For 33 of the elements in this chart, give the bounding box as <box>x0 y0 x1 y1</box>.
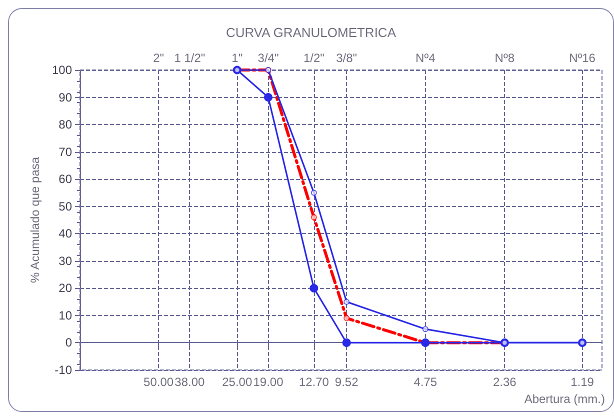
y-tick-label: 100 <box>52 63 72 77</box>
x-tick-label: 50.00 <box>144 375 174 389</box>
y-tick-label: 60 <box>58 172 72 186</box>
y-tick-label: -10 <box>54 363 72 377</box>
x-tick-label: 12.70 <box>298 375 330 389</box>
text: Nº16 <box>569 51 596 65</box>
x-tick-label: 25.00 <box>222 375 252 389</box>
y-tick-label: 30 <box>58 254 72 268</box>
x-tick-label: 19.00 <box>253 375 284 389</box>
y-tick-label: 10 <box>58 308 72 322</box>
y-tick-label: 70 <box>58 144 72 159</box>
text: 3/8" <box>336 51 358 65</box>
text: 1" <box>232 51 243 65</box>
text: Nº4 <box>416 51 436 65</box>
y-axis-title: % Acumulado que pasa <box>28 156 42 284</box>
x-tick-label: 1.19 <box>570 375 594 389</box>
text: 3/4" <box>258 51 279 65</box>
text: 1/2" <box>303 51 324 65</box>
y-tick-label: 20 <box>58 281 72 296</box>
y-tick-label: 50 <box>58 199 72 214</box>
chart-title: CURVA GRANULOMETRICA <box>226 25 396 40</box>
text: 1 1/2" <box>174 51 206 65</box>
x-tick-label: 9.52 <box>334 375 359 389</box>
x-tick-label: 2.36 <box>492 375 517 389</box>
x-tick-label: 4.75 <box>414 375 438 389</box>
y-tick-label: 0 <box>65 336 72 350</box>
x-tick-label: 38.00 <box>174 375 206 389</box>
y-tick-label: 40 <box>58 226 72 241</box>
y-tick-label: 80 <box>58 118 72 132</box>
text: 2" <box>153 51 164 65</box>
y-tick-label: 90 <box>58 90 72 104</box>
text: Nº8 <box>494 51 515 65</box>
x-axis-title: Abertura (mm.) <box>524 392 606 406</box>
